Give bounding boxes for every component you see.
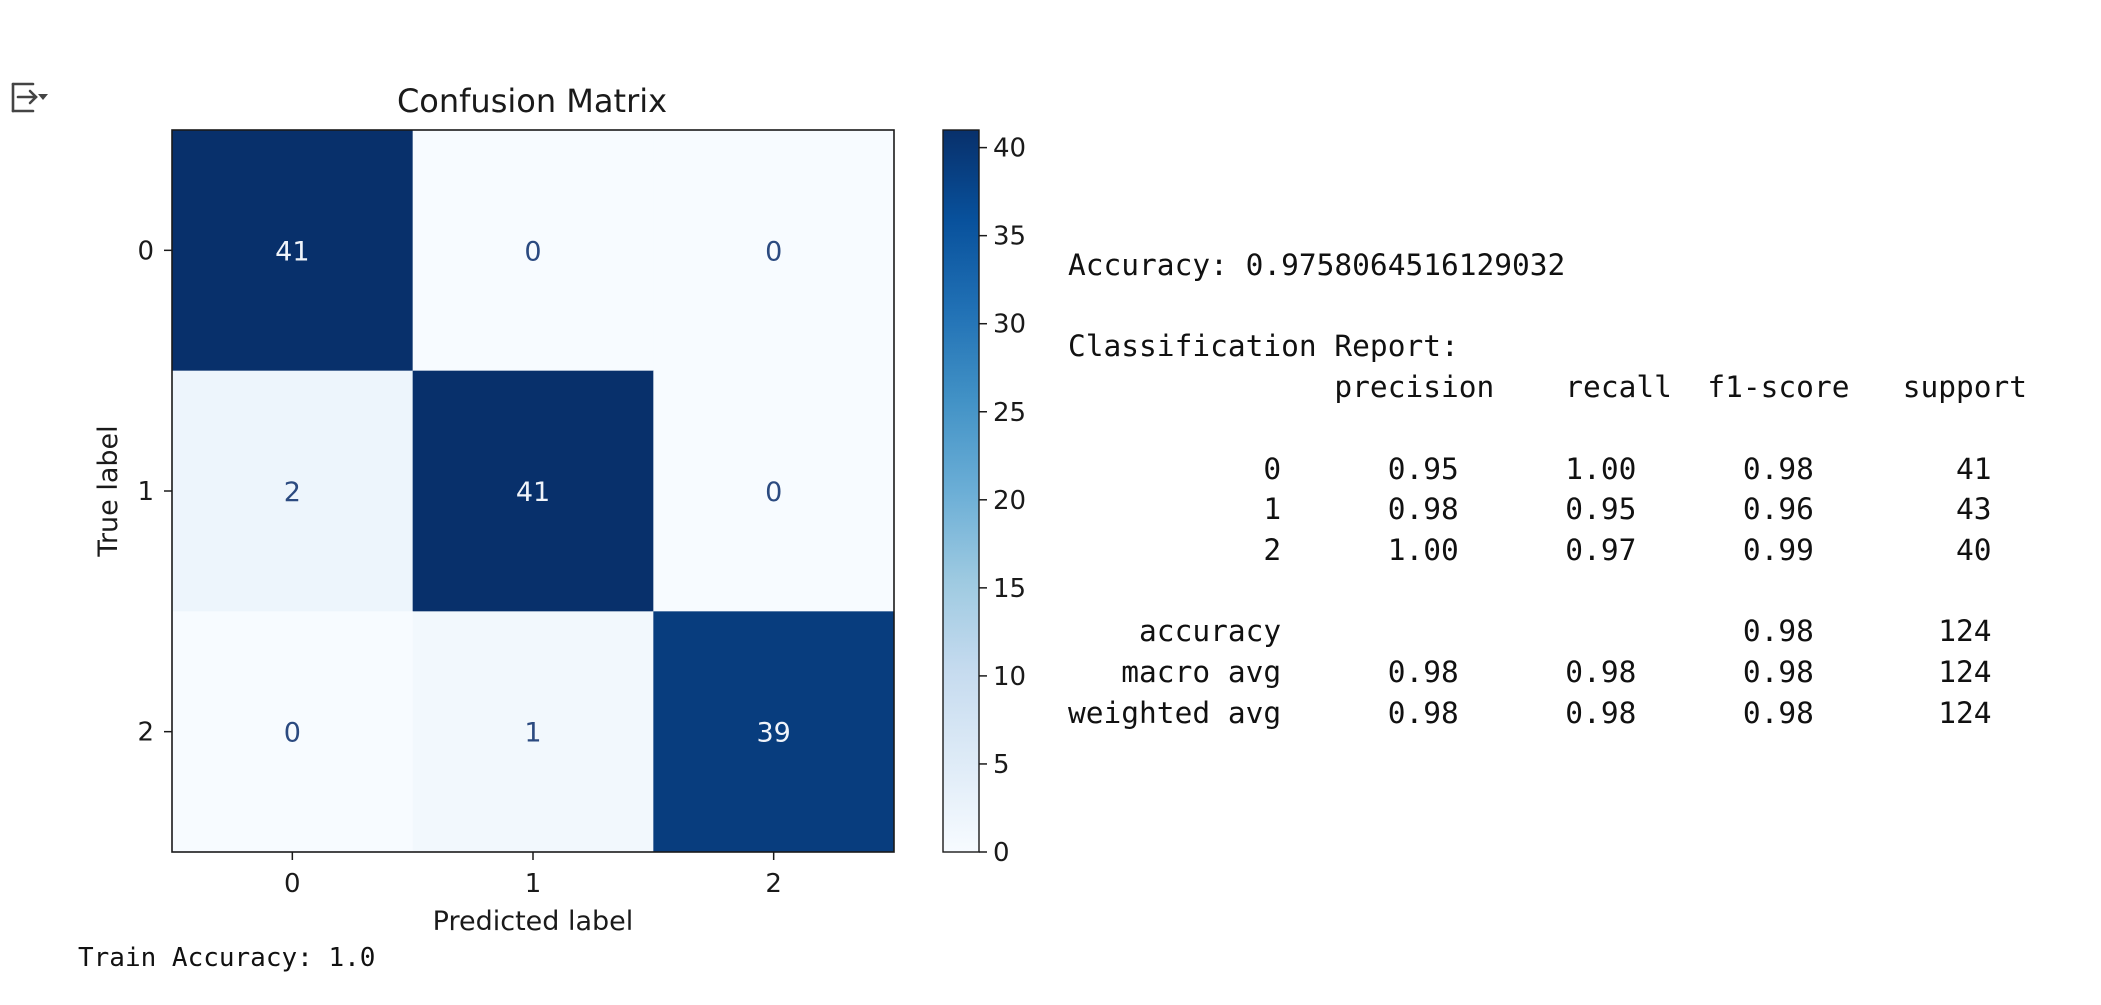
- matrix-cell: [412, 611, 654, 853]
- matrix-cell: [172, 611, 414, 853]
- colorbar-tick-label: 40: [993, 134, 1026, 164]
- cell-value-label: 1: [524, 718, 541, 749]
- report-summary-row: accuracy 0.98 124: [1068, 614, 1992, 649]
- x-axis-label: Predicted label: [433, 906, 634, 937]
- matrix-cell: [653, 130, 895, 372]
- matrix-cell: [412, 370, 654, 612]
- colorbar-tick-label: 30: [993, 310, 1026, 340]
- chart-title: Confusion Matrix: [397, 82, 667, 120]
- colorbar-tick-label: 20: [993, 486, 1026, 516]
- y-tick-label: 0: [137, 236, 154, 266]
- matrix-cell: [653, 611, 895, 853]
- cell-value-label: 41: [275, 236, 309, 267]
- x-tick-label: 0: [284, 869, 301, 899]
- colorbar-tick-label: 35: [993, 222, 1026, 252]
- matrix-cell: [172, 130, 414, 372]
- colorbar-tick-label: 0: [993, 838, 1010, 868]
- report-header: precision recall f1-score support: [1068, 370, 2028, 405]
- cell-value-label: 0: [524, 236, 541, 267]
- cell-value-label: 0: [284, 718, 301, 749]
- output-toggle-icon[interactable]: [10, 78, 50, 118]
- matrix-cell: [653, 370, 895, 612]
- y-tick-label: 2: [137, 718, 154, 748]
- report-row: 1 0.98 0.95 0.96 43: [1068, 492, 1992, 527]
- matrix-cell: [172, 370, 414, 612]
- colorbar-tick-label: 25: [993, 398, 1026, 428]
- report-summary-row: macro avg 0.98 0.98 0.98 124: [1068, 655, 1992, 690]
- report-title: Classification Report:: [1068, 329, 1459, 364]
- train-accuracy: Train Accuracy: 1.0: [78, 943, 376, 973]
- matrix-cell: [412, 130, 654, 372]
- colorbar: [942, 129, 980, 853]
- classification-report: Accuracy: 0.9758064516129032 Classificat…: [1068, 245, 2027, 733]
- report-row: 0 0.95 1.00 0.98 41: [1068, 451, 1992, 486]
- y-axis-label: True label: [93, 425, 124, 557]
- colorbar-tick-label: 5: [993, 750, 1010, 780]
- x-tick-label: 1: [525, 869, 542, 899]
- cell-value-label: 0: [765, 236, 782, 267]
- accuracy-line: Accuracy: 0.9758064516129032: [1068, 248, 1566, 282]
- report-row: 2 1.00 0.97 0.99 40: [1068, 532, 1992, 567]
- cell-value-label: 2: [284, 477, 301, 508]
- cell-value-label: 0: [765, 477, 782, 508]
- cell-value-label: 39: [756, 718, 790, 749]
- cell-value-label: 41: [516, 477, 550, 508]
- colorbar-tick-label: 10: [993, 662, 1026, 692]
- x-tick-label: 2: [765, 869, 782, 899]
- report-summary-row: weighted avg 0.98 0.98 0.98 124: [1068, 695, 1992, 730]
- colorbar-tick-label: 15: [993, 574, 1026, 604]
- y-tick-label: 1: [137, 477, 154, 507]
